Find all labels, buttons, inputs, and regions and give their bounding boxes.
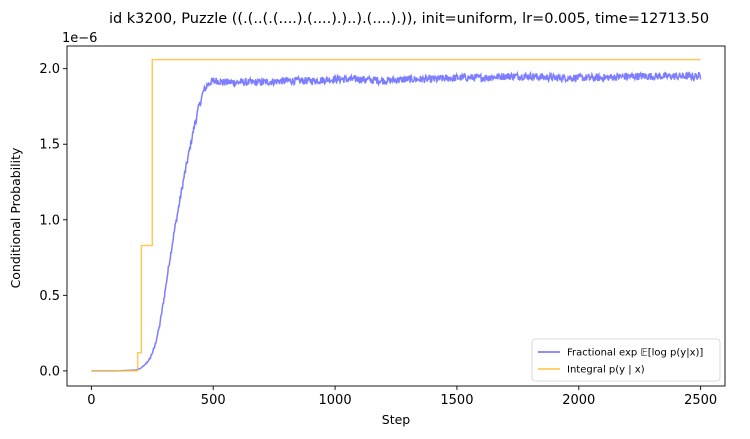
y-axis-label: Conditional Probability <box>8 147 23 288</box>
x-tick-label: 2500 <box>684 393 717 408</box>
plot-series <box>91 58 702 372</box>
x-tick-label: 1500 <box>440 393 473 408</box>
chart-title: id k3200, Puzzle ((.(..(.(....).(....).)… <box>109 11 709 27</box>
y-tick-label: 1.5 <box>39 138 60 153</box>
legend-label-0: Fractional exp 𝔼[log p(y|x)] <box>567 348 703 359</box>
series-line-0 <box>91 70 702 372</box>
y-tick-label: 1.0 <box>39 213 60 228</box>
y-axis: 0.0 0.5 1.0 1.5 2.0 <box>39 62 67 379</box>
y-tick-label: 0.0 <box>39 364 60 379</box>
plot-frame <box>66 45 726 387</box>
x-tick-label: 1000 <box>319 393 352 408</box>
y-tick-label: 2.0 <box>39 62 60 77</box>
series-line-1 <box>91 58 701 372</box>
x-axis: 0 500 1000 1500 2000 2500 <box>87 386 717 408</box>
y-tick-label: 0.5 <box>39 289 60 304</box>
x-tick-label: 500 <box>201 393 226 408</box>
legend-box <box>531 338 721 382</box>
legend-label-1: Integral p(y | x) <box>567 365 645 376</box>
x-axis-label: Step <box>382 412 411 427</box>
x-tick-label: 0 <box>87 393 95 408</box>
y-offset-text: 1e−6 <box>62 31 97 46</box>
x-tick-label: 2000 <box>562 393 595 408</box>
legend: Fractional exp 𝔼[log p(y|x)] Integral p(y… <box>531 338 721 382</box>
